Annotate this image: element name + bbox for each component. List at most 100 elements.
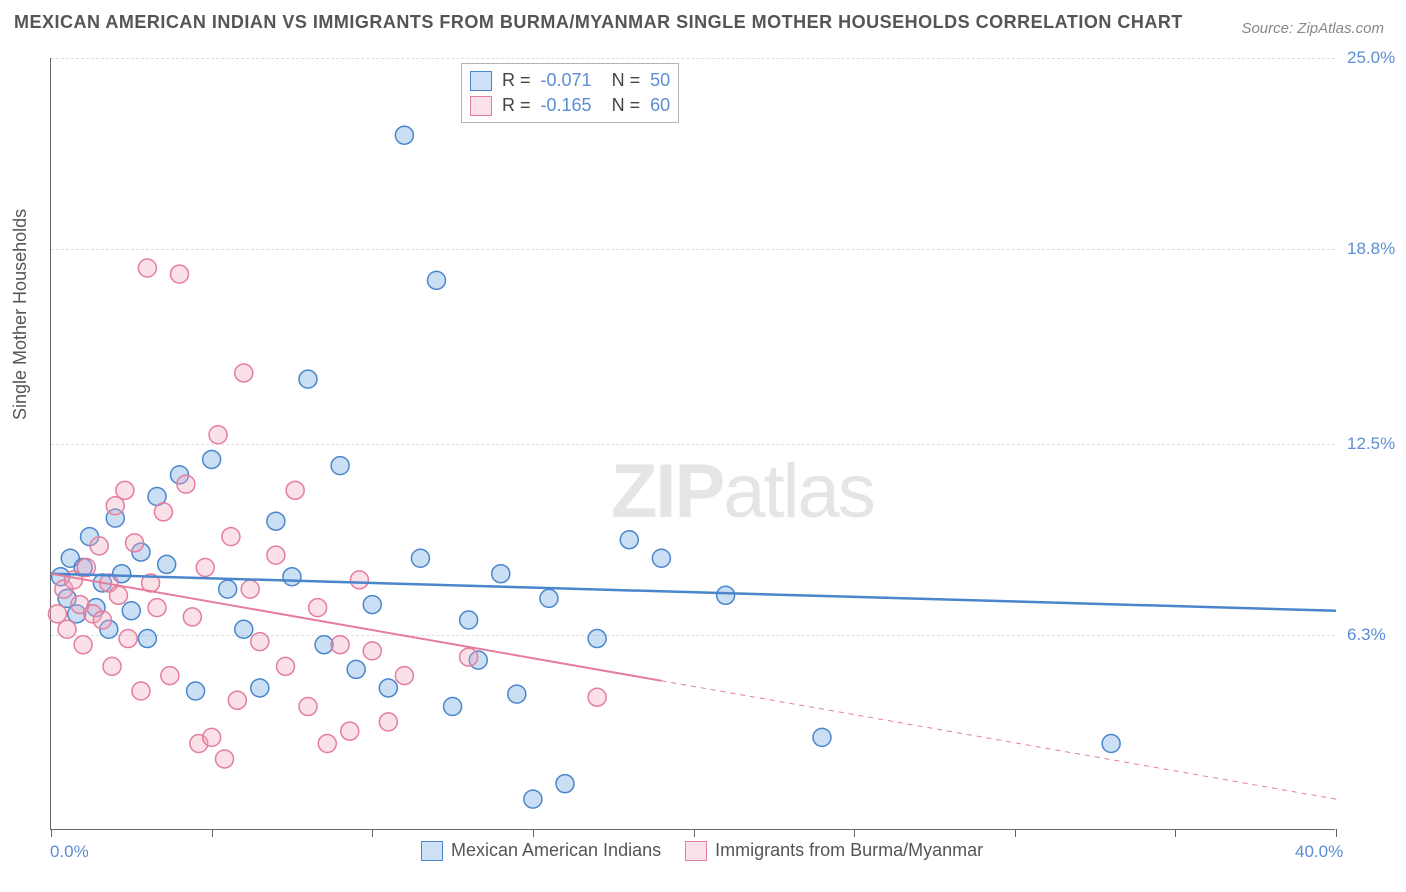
- scatter-point: [158, 555, 176, 573]
- scatter-point: [161, 667, 179, 685]
- scatter-point: [588, 630, 606, 648]
- x-tick: [1175, 829, 1176, 837]
- scatter-point: [267, 512, 285, 530]
- series-legend-item: Mexican American Indians: [421, 840, 661, 861]
- scatter-point: [209, 426, 227, 444]
- scatter-point: [620, 531, 638, 549]
- scatter-point: [299, 697, 317, 715]
- scatter-point: [138, 259, 156, 277]
- scatter-point: [363, 642, 381, 660]
- scatter-point: [251, 679, 269, 697]
- scatter-point: [183, 608, 201, 626]
- scatter-point: [556, 775, 574, 793]
- scatter-point: [331, 636, 349, 654]
- x-tick: [854, 829, 855, 837]
- scatter-point: [171, 265, 189, 283]
- scatter-point: [187, 682, 205, 700]
- x-tick: [212, 829, 213, 837]
- scatter-point: [58, 620, 76, 638]
- legend-r-label: R =: [502, 95, 531, 116]
- scatter-point: [241, 580, 259, 598]
- scatter-point: [215, 750, 233, 768]
- x-tick: [1336, 829, 1337, 837]
- legend-row: R = -0.071 N = 50: [470, 68, 670, 93]
- legend-n-value: 60: [650, 95, 670, 116]
- scatter-point: [492, 565, 510, 583]
- trend-line-dashed: [661, 681, 1336, 799]
- source-attribution: Source: ZipAtlas.com: [1241, 20, 1384, 37]
- scatter-point: [428, 271, 446, 289]
- scatter-point: [116, 481, 134, 499]
- scatter-point: [138, 630, 156, 648]
- scatter-point: [460, 611, 478, 629]
- legend-r-label: R =: [502, 70, 531, 91]
- scatter-point: [508, 685, 526, 703]
- scatter-point: [74, 636, 92, 654]
- scatter-point: [1102, 735, 1120, 753]
- scatter-point: [222, 528, 240, 546]
- scatter-point: [309, 599, 327, 617]
- scatter-point: [460, 648, 478, 666]
- x-tick: [51, 829, 52, 837]
- legend-r-value: -0.071: [541, 70, 592, 91]
- x-tick: [372, 829, 373, 837]
- scatter-point: [350, 571, 368, 589]
- scatter-point: [299, 370, 317, 388]
- scatter-point: [277, 657, 295, 675]
- series-legend: Mexican American Indians Immigrants from …: [421, 840, 983, 861]
- legend-n-label: N =: [602, 70, 641, 91]
- scatter-point: [119, 630, 137, 648]
- plot-area: ZIPatlas R = -0.071 N = 50R = -0.165 N =…: [50, 58, 1335, 830]
- scatter-point: [411, 549, 429, 567]
- scatter-point: [717, 586, 735, 604]
- scatter-point: [109, 586, 127, 604]
- scatter-point: [90, 537, 108, 555]
- scatter-point: [154, 503, 172, 521]
- scatter-point: [283, 568, 301, 586]
- legend-r-value: -0.165: [541, 95, 592, 116]
- scatter-point: [196, 559, 214, 577]
- scatter-point: [251, 633, 269, 651]
- scatter-point: [524, 790, 542, 808]
- legend-n-value: 50: [650, 70, 670, 91]
- y-tick-label: 6.3%: [1347, 625, 1386, 645]
- correlation-legend: R = -0.071 N = 50R = -0.165 N = 60: [461, 63, 679, 123]
- legend-swatch: [470, 71, 492, 91]
- scatter-point: [219, 580, 237, 598]
- scatter-point: [540, 589, 558, 607]
- scatter-point: [203, 450, 221, 468]
- y-tick-label: 25.0%: [1347, 48, 1395, 68]
- scatter-point: [813, 728, 831, 746]
- scatter-point: [148, 599, 166, 617]
- scatter-point: [341, 722, 359, 740]
- legend-n-label: N =: [602, 95, 641, 116]
- x-tick: [533, 829, 534, 837]
- scatter-point: [444, 697, 462, 715]
- x-tick: [1015, 829, 1016, 837]
- scatter-point: [363, 596, 381, 614]
- scatter-point: [93, 611, 111, 629]
- scatter-point: [379, 713, 397, 731]
- scatter-point: [103, 657, 121, 675]
- scatter-point: [315, 636, 333, 654]
- scatter-point: [347, 660, 365, 678]
- scatter-point: [379, 679, 397, 697]
- scatter-point: [132, 682, 150, 700]
- legend-swatch: [421, 841, 443, 861]
- legend-swatch: [470, 96, 492, 116]
- legend-swatch: [685, 841, 707, 861]
- scatter-point: [267, 546, 285, 564]
- scatter-point: [235, 364, 253, 382]
- scatter-point: [395, 126, 413, 144]
- scatter-point: [318, 735, 336, 753]
- series-name: Immigrants from Burma/Myanmar: [715, 840, 983, 861]
- scatter-point: [331, 457, 349, 475]
- x-tick: [694, 829, 695, 837]
- scatter-point: [122, 602, 140, 620]
- scatter-point: [177, 475, 195, 493]
- chart-title: MEXICAN AMERICAN INDIAN VS IMMIGRANTS FR…: [14, 12, 1183, 33]
- scatter-point: [235, 620, 253, 638]
- legend-row: R = -0.165 N = 60: [470, 93, 670, 118]
- scatter-point: [588, 688, 606, 706]
- scatter-svg: [51, 58, 1335, 829]
